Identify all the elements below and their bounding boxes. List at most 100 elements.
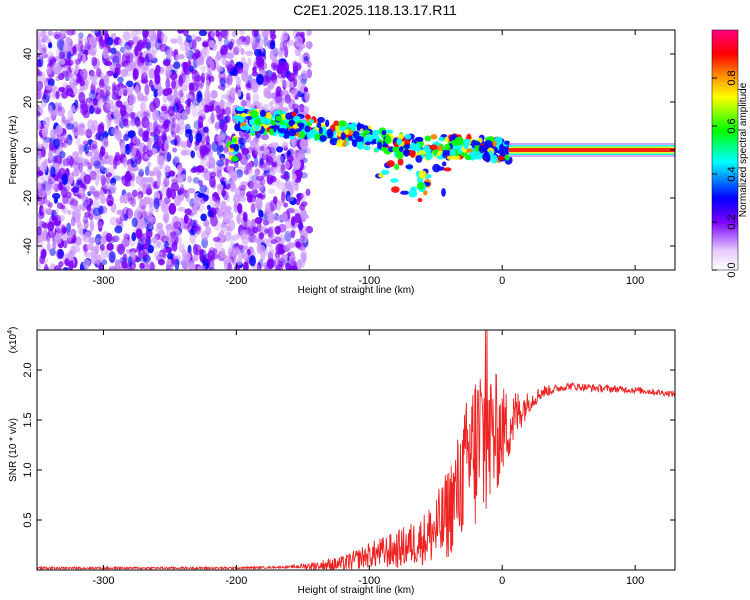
noise-cell	[142, 261, 150, 270]
noise-cell	[268, 245, 274, 257]
noise-cell	[264, 264, 270, 270]
noise-cell	[198, 30, 208, 37]
noise-cell	[302, 70, 309, 80]
noise-cell	[149, 260, 155, 270]
noise-cell	[79, 79, 86, 87]
colorbar: 0.0 0.2 0.4 0.6 0.8 Normalized spectral ampl…	[711, 29, 749, 278]
noise-cell	[258, 145, 265, 151]
noise-cell	[251, 30, 259, 38]
noise-cell	[169, 231, 177, 238]
noise-cell	[258, 149, 263, 160]
noise-cell	[242, 261, 249, 270]
noise-cell	[180, 140, 189, 148]
noise-cell	[63, 45, 69, 55]
noise-cell	[106, 242, 114, 251]
signal-cell	[319, 134, 327, 142]
noise-cell	[302, 213, 309, 220]
signal-cell	[424, 144, 430, 153]
noise-cell	[149, 35, 159, 47]
noise-cell	[287, 72, 295, 82]
noise-cell	[45, 91, 50, 102]
noise-cell	[122, 117, 129, 127]
noise-cell	[176, 35, 183, 45]
noise-cell	[104, 167, 110, 175]
noise-cell	[108, 126, 116, 137]
spectrogram-y-tick-label: -40	[22, 238, 34, 254]
noise-cell	[170, 38, 178, 44]
signal-cell	[314, 133, 320, 141]
noise-cell	[217, 208, 223, 220]
noise-cell	[132, 135, 139, 144]
noise-cell	[182, 30, 189, 37]
noise-cell	[266, 155, 274, 166]
noise-cell	[138, 56, 146, 64]
noise-cell	[260, 214, 268, 222]
noise-cell	[92, 198, 100, 211]
noise-cell	[144, 83, 150, 96]
noise-cell	[261, 133, 270, 141]
noise-cell	[53, 138, 60, 150]
noise-cell	[202, 72, 210, 79]
noise-cell	[181, 248, 187, 260]
noise-cell	[51, 242, 57, 250]
noise-cell	[141, 42, 146, 49]
noise-cell	[214, 201, 221, 207]
noise-cell	[269, 30, 276, 37]
noise-cell	[80, 192, 87, 203]
noise-cell	[161, 130, 167, 141]
noise-cell	[79, 222, 84, 234]
noise-cell	[69, 230, 74, 239]
noise-cell	[295, 75, 303, 83]
noise-cell	[105, 90, 111, 97]
noise-cell	[93, 238, 100, 244]
noise-cell	[251, 78, 258, 90]
noise-cell	[99, 194, 106, 205]
noise-cell	[46, 77, 52, 83]
noise-cell	[217, 171, 223, 180]
noise-cell	[110, 182, 117, 195]
noise-cell	[298, 243, 306, 251]
noise-cell	[284, 62, 289, 73]
noise-cell	[160, 200, 168, 209]
noise-cell	[221, 189, 226, 197]
noise-cell	[188, 84, 195, 96]
noise-cell	[196, 90, 203, 103]
noise-cell	[267, 258, 277, 268]
noise-cell	[267, 227, 273, 238]
noise-cell	[37, 111, 41, 117]
signal-cell	[483, 139, 493, 149]
colorbar-gradient	[711, 29, 739, 271]
signal-cell	[288, 120, 295, 127]
noise-cell	[208, 101, 214, 112]
noise-cell	[57, 248, 64, 259]
noise-cell	[122, 193, 129, 205]
noise-cell	[165, 49, 172, 59]
noise-cell	[220, 30, 228, 38]
noise-cell	[37, 260, 41, 270]
noise-cell	[289, 254, 296, 262]
noise-cell	[200, 157, 208, 169]
noise-cell	[46, 231, 51, 243]
noise-cell	[108, 265, 117, 270]
noise-cell	[113, 84, 121, 92]
noise-cell	[75, 137, 81, 147]
noise-cell	[100, 174, 107, 186]
noise-cell	[105, 174, 111, 185]
signal-cell	[377, 141, 383, 150]
noise-cell	[190, 167, 198, 174]
noise-cell	[69, 155, 74, 168]
signal-cell	[372, 129, 380, 136]
noise-cell	[94, 133, 100, 141]
noise-cell	[67, 250, 74, 261]
noise-cell	[147, 137, 155, 144]
noise-cell	[260, 133, 269, 141]
noise-cell	[66, 196, 75, 205]
noise-cell	[136, 110, 144, 118]
noise-cell	[115, 217, 123, 225]
signal-cell	[348, 129, 354, 136]
noise-cell	[230, 178, 235, 191]
noise-cell	[48, 173, 56, 185]
noise-cell	[111, 235, 120, 243]
noise-cell	[78, 32, 84, 39]
noise-cell	[271, 212, 277, 219]
